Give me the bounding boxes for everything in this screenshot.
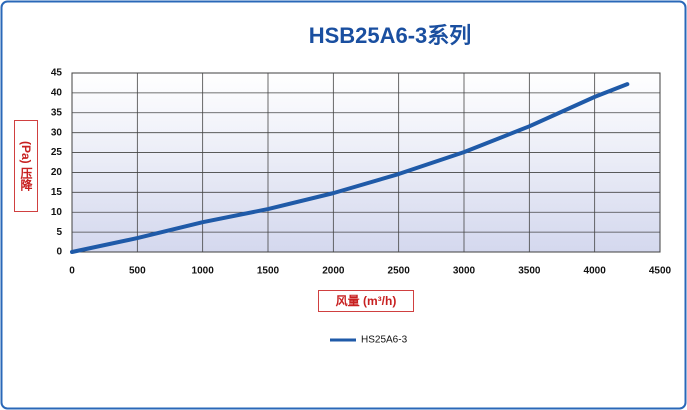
y-tick-label: 25 xyxy=(51,147,63,158)
y-tick-label: 0 xyxy=(56,247,62,258)
y-tick-label: 15 xyxy=(51,187,63,198)
y-tick-label: 45 xyxy=(51,68,63,79)
y-tick-label: 10 xyxy=(51,207,63,218)
y-tick-label: 5 xyxy=(56,227,62,238)
x-tick-label: 4000 xyxy=(584,266,607,277)
x-tick-label: 1000 xyxy=(192,266,215,277)
y-tick-label: 35 xyxy=(51,107,63,118)
x-tick-label: 3000 xyxy=(453,266,476,277)
data-line xyxy=(70,82,630,254)
y-tick-label: 30 xyxy=(51,127,63,138)
plot-area xyxy=(71,72,661,253)
chart-title: HSB25A6-3系列 xyxy=(309,23,472,48)
y-tick-label: 40 xyxy=(51,88,63,99)
x-tick-label: 500 xyxy=(129,266,146,277)
x-axis-label: 风量 (m³/h) xyxy=(318,290,414,312)
y-axis-label: (Pa) 压降 xyxy=(14,120,38,212)
x-tick-label: 2000 xyxy=(322,266,345,277)
x-tick-label: 1500 xyxy=(257,266,280,277)
legend-label: HS25A6-3 xyxy=(361,335,408,346)
y-tick-label: 20 xyxy=(51,167,63,178)
x-tick-label: 4500 xyxy=(649,266,672,277)
x-tick-label: 3500 xyxy=(518,266,541,277)
x-tick-label: 0 xyxy=(69,266,75,277)
x-tick-label: 2500 xyxy=(388,266,411,277)
